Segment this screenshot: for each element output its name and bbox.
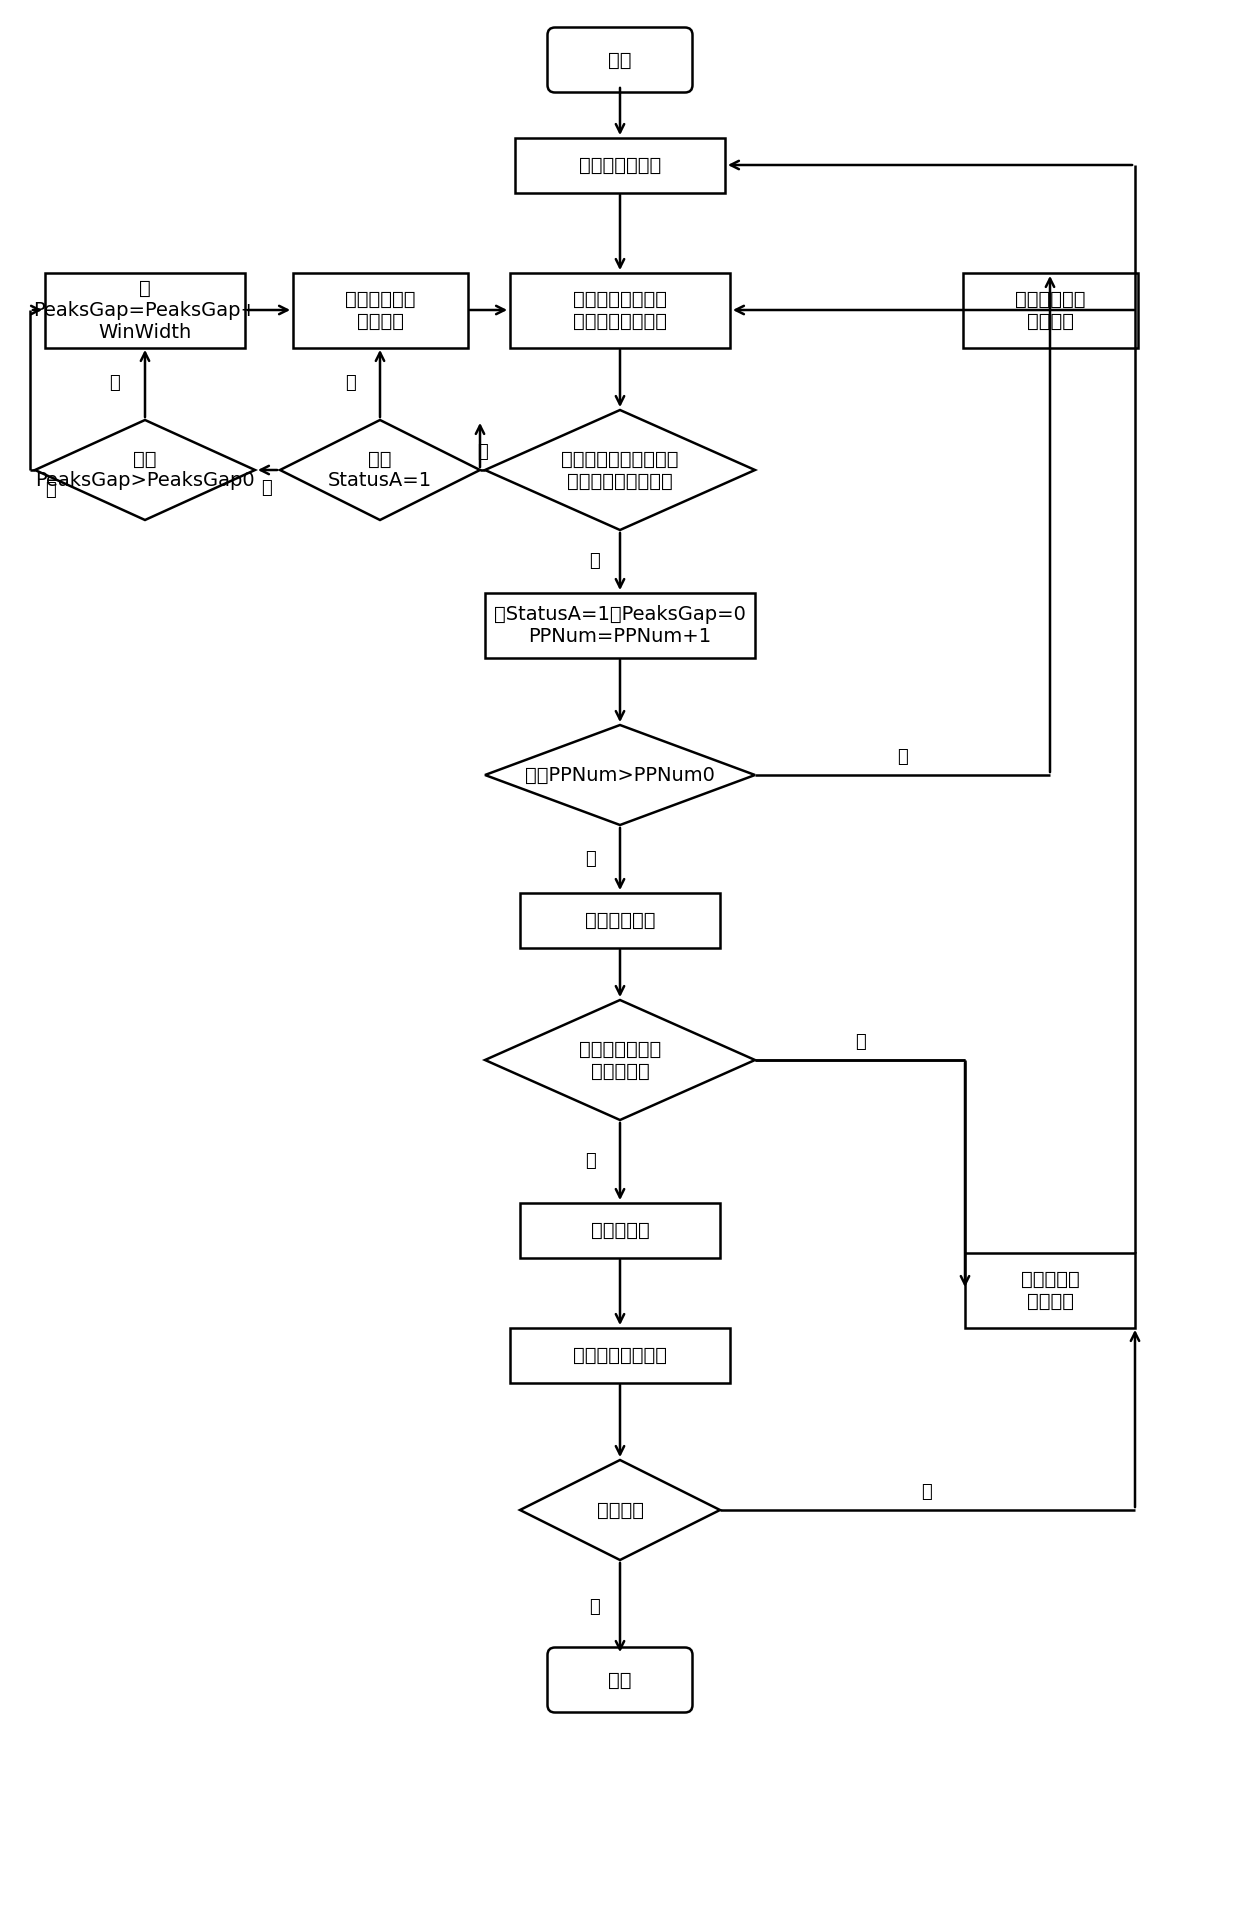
Bar [510, 273, 730, 347]
Text: 检测下一个移
动时间窗: 检测下一个移 动时间窗 [1014, 290, 1085, 330]
Text: 是: 是 [584, 1151, 595, 1170]
Polygon shape [35, 420, 255, 519]
Bar [485, 592, 755, 657]
Text: 否: 否 [921, 1483, 932, 1500]
Text: 判断当前移动时间窗内
是否存在预计步波峰: 判断当前移动时间窗内 是否存在预计步波峰 [562, 449, 678, 491]
FancyBboxPatch shape [548, 1647, 692, 1712]
Text: 开始: 开始 [609, 50, 631, 69]
Text: 结束: 结束 [609, 1670, 631, 1689]
Text: 判断是否满足计
步过滤条件: 判断是否满足计 步过滤条件 [579, 1040, 661, 1080]
Bar [962, 273, 1137, 347]
FancyBboxPatch shape [548, 27, 692, 92]
Bar [520, 1203, 720, 1258]
Text: 是否结束: 是否结束 [596, 1500, 644, 1520]
Text: 否: 否 [345, 374, 356, 391]
Text: 获取三轴加速度信
号并计算合加速度: 获取三轴加速度信 号并计算合加速度 [573, 290, 667, 330]
Text: 是: 是 [584, 850, 595, 869]
Text: 更新总步数: 更新总步数 [590, 1220, 650, 1239]
Text: 否: 否 [897, 748, 908, 766]
Text: 令
PeaksGap=PeaksGap+
WinWidth: 令 PeaksGap=PeaksGap+ WinWidth [33, 279, 257, 342]
Text: 提取过滤特征: 提取过滤特征 [585, 911, 655, 930]
Text: 是: 是 [45, 481, 56, 498]
Bar [45, 273, 246, 347]
Polygon shape [485, 410, 755, 531]
Text: 自适应调整
相关参数: 自适应调整 相关参数 [1021, 1269, 1079, 1310]
Bar [293, 273, 467, 347]
Text: 否: 否 [476, 443, 487, 460]
Text: 步行状态分类识别: 步行状态分类识别 [573, 1346, 667, 1365]
Text: 否: 否 [854, 1033, 866, 1052]
Text: 是: 是 [590, 1598, 600, 1617]
Text: 检测下一个移
动时间窗: 检测下一个移 动时间窗 [345, 290, 415, 330]
Bar [965, 1252, 1135, 1327]
Text: 令StatusA=1，PeaksGap=0
PPNum=PPNum+1: 令StatusA=1，PeaksGap=0 PPNum=PPNum+1 [494, 605, 746, 645]
Text: 否: 否 [109, 374, 120, 391]
Text: 判断
PeaksGap>PeaksGap0: 判断 PeaksGap>PeaksGap0 [35, 449, 254, 491]
Bar [510, 1327, 730, 1382]
Polygon shape [520, 1460, 720, 1560]
Polygon shape [485, 1000, 755, 1121]
Polygon shape [485, 725, 755, 825]
Text: 判断PPNum>PPNum0: 判断PPNum>PPNum0 [525, 766, 715, 785]
Text: 初始化相关参数: 初始化相关参数 [579, 155, 661, 174]
Polygon shape [280, 420, 480, 519]
Text: 是: 是 [590, 552, 600, 571]
Bar [515, 137, 725, 193]
Text: 判断
StatusA=1: 判断 StatusA=1 [327, 449, 432, 491]
Text: 是: 是 [262, 479, 273, 496]
Bar [520, 893, 720, 947]
